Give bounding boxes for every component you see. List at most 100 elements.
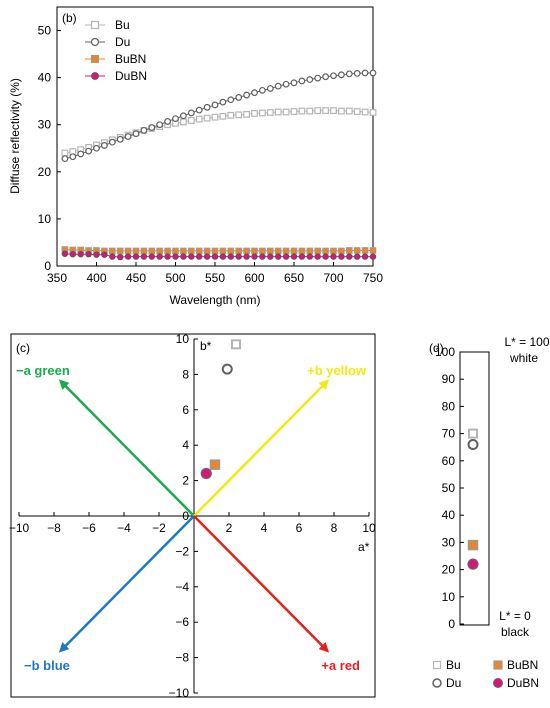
b-point-DuBN bbox=[148, 253, 155, 260]
b-point-Bu bbox=[298, 107, 306, 115]
b-point-Bu bbox=[259, 109, 266, 117]
b-point-Du bbox=[61, 155, 69, 163]
b-point-BuBN bbox=[124, 247, 132, 255]
b-point-DuBN bbox=[354, 253, 361, 260]
b-point-BuBN bbox=[203, 247, 211, 255]
c-point-Bu bbox=[231, 339, 241, 350]
b-point-DuBN bbox=[109, 253, 116, 260]
b-point-BuBN bbox=[227, 247, 235, 255]
c-a-tick-label: −4 bbox=[117, 521, 131, 535]
b-point-Du bbox=[156, 121, 164, 129]
panel-b-frame bbox=[56, 6, 374, 267]
c-arrow-label: +b yellow bbox=[307, 363, 367, 378]
b-y-tick-label: 0 bbox=[44, 259, 51, 273]
b-point-Du bbox=[306, 76, 314, 83]
b-point-DuBN bbox=[85, 251, 92, 258]
b-point-Du bbox=[164, 118, 172, 125]
b-point-BuBN bbox=[322, 247, 329, 255]
b-point-Bu bbox=[345, 107, 353, 115]
b-y-tick-label: 20 bbox=[38, 165, 52, 179]
d-top-label-1: L* = 100 bbox=[504, 335, 549, 349]
b-point-BuBN bbox=[109, 247, 116, 255]
b-point-Bu bbox=[195, 115, 203, 123]
b-point-Bu bbox=[235, 111, 243, 119]
b-point-DuBN bbox=[203, 253, 211, 260]
b-x-tick-label: 550 bbox=[205, 271, 225, 285]
b-series-line-DuBN bbox=[64, 253, 373, 258]
b-point-Du bbox=[93, 144, 100, 152]
b-point-Du bbox=[148, 124, 156, 131]
b-point-Du bbox=[124, 133, 132, 140]
b-point-Bu bbox=[251, 110, 258, 117]
b-point-Bu bbox=[180, 118, 187, 126]
d-point-DuBN bbox=[467, 558, 479, 570]
b-y-axis-label: Diffuse reflectivity (%) bbox=[8, 78, 22, 194]
b-point-Bu bbox=[282, 108, 290, 116]
b-point-BuBN bbox=[298, 247, 306, 255]
b-point-Bu bbox=[266, 109, 274, 116]
b-point-Du bbox=[259, 86, 266, 94]
b-point-DuBN bbox=[322, 253, 329, 260]
b-point-DuBN bbox=[219, 253, 227, 260]
b-point-BuBN bbox=[282, 247, 290, 255]
b-point-DuBN bbox=[235, 253, 242, 260]
d-tick-label: 70 bbox=[442, 427, 456, 441]
c-b-tick-label: 0 bbox=[182, 509, 189, 523]
b-point-DuBN bbox=[156, 253, 163, 260]
b-point-DuBN bbox=[180, 253, 187, 260]
b-point-Bu bbox=[243, 110, 251, 118]
b-point-DuBN bbox=[251, 253, 258, 260]
c-arrow-label: +a red bbox=[321, 658, 360, 673]
b-point-BuBN bbox=[180, 247, 187, 255]
b-point-DuBN bbox=[140, 253, 148, 260]
c-a-tick-label: −2 bbox=[152, 521, 166, 535]
b-series-line-Du bbox=[64, 72, 373, 160]
b-point-Bu bbox=[274, 108, 282, 116]
c-a-axis-label: a* bbox=[358, 540, 370, 554]
b-x-axis-label: Wavelength (nm) bbox=[170, 293, 261, 307]
b-point-BuBN bbox=[346, 247, 353, 254]
b-point-Du bbox=[251, 89, 258, 97]
d-tick-label: 60 bbox=[442, 454, 456, 468]
b-point-BuBN bbox=[251, 247, 258, 255]
b-point-DuBN bbox=[275, 253, 282, 260]
b-point-Du bbox=[345, 70, 353, 78]
b-legend-marker-BuBN bbox=[91, 55, 99, 63]
b-legend-label: DuBN bbox=[115, 69, 147, 83]
b-point-Du bbox=[243, 91, 251, 99]
b-point-Du bbox=[69, 153, 77, 161]
b-point-DuBN bbox=[69, 251, 76, 258]
d-legend-marker-DuBN bbox=[493, 678, 503, 688]
d-legend-marker-BuBN bbox=[493, 660, 503, 670]
b-point-Bu bbox=[227, 111, 235, 119]
panel-d-lightness-chart: (d) 0 10 20 30 40 50 60 70 80 90 100 L* = 100 whit… bbox=[429, 335, 550, 690]
c-point-Du bbox=[221, 363, 233, 375]
b-legend-marker-Du bbox=[90, 37, 100, 47]
b-point-Bu bbox=[361, 108, 369, 116]
b-point-BuBN bbox=[195, 247, 203, 255]
d-tick-label: 20 bbox=[442, 563, 456, 577]
b-point-Bu bbox=[369, 109, 377, 116]
c-b-tick-label: −6 bbox=[175, 615, 189, 629]
panel-b-label: (b) bbox=[62, 11, 77, 25]
c-a-tick-label: −8 bbox=[47, 521, 61, 535]
d-tick-label: 80 bbox=[442, 399, 456, 413]
b-series-line-Bu bbox=[64, 110, 374, 154]
b-point-BuBN bbox=[188, 247, 195, 255]
b-point-Du bbox=[116, 135, 124, 143]
d-tick-label: 30 bbox=[442, 535, 456, 549]
b-y-tick-label: 10 bbox=[38, 212, 52, 226]
b-point-DuBN bbox=[116, 253, 124, 261]
c-b-tick-label: −8 bbox=[175, 651, 189, 665]
b-point-Bu bbox=[322, 107, 329, 115]
panel-d-label: (d) bbox=[429, 341, 444, 355]
b-point-DuBN bbox=[188, 253, 195, 260]
b-point-BuBN bbox=[164, 247, 171, 255]
b-point-BuBN bbox=[235, 247, 242, 255]
b-point-BuBN bbox=[290, 247, 298, 255]
panel-c-color-space-chart: (c) −10 −8 −6 −4 −2 2 4 6 8 10−10−8−6−4−20246810 … bbox=[9, 332, 376, 700]
b-point-Bu bbox=[353, 108, 361, 115]
b-point-Bu bbox=[219, 112, 227, 120]
c-arrow-blue bbox=[58, 515, 195, 653]
c-point-BuBN bbox=[209, 459, 221, 470]
